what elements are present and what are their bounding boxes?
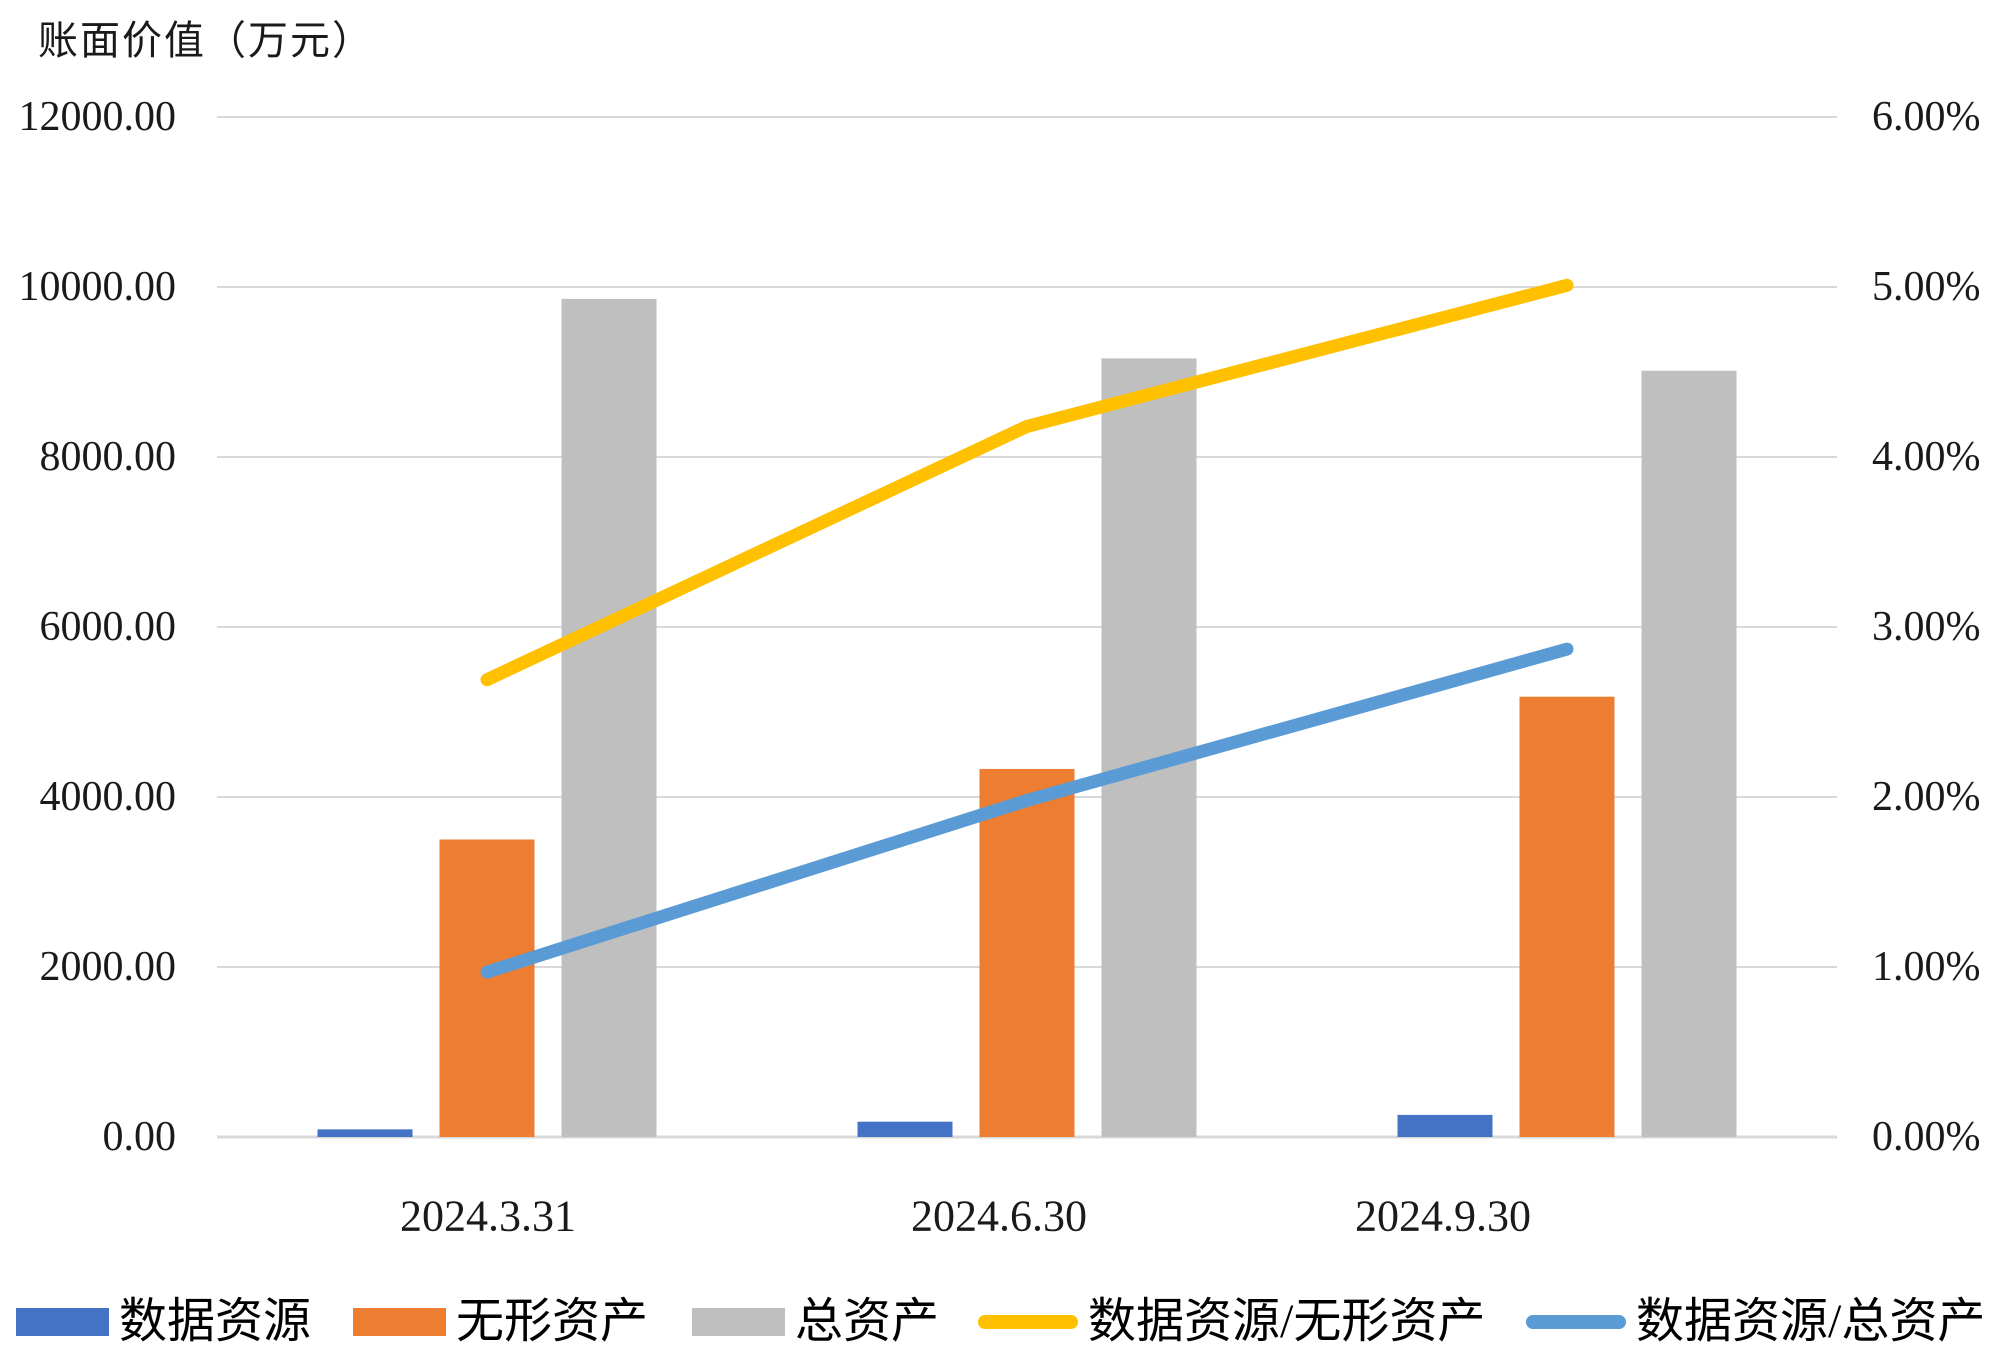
right-axis-tick: 0.00%	[1872, 1114, 1981, 1160]
bar-series-1	[439, 696, 1615, 1137]
right-axis-tick: 4.00%	[1872, 434, 1981, 480]
left-axis-tick: 2000.00	[40, 944, 177, 990]
bar	[979, 768, 1075, 1137]
bar	[561, 298, 657, 1137]
bar	[1641, 370, 1737, 1138]
bar	[439, 839, 535, 1137]
right-axis-tick: 1.00%	[1872, 944, 1981, 990]
bar	[1519, 696, 1615, 1137]
category-label: 2024.3.31	[400, 1192, 576, 1241]
category-axis: 2024.3.31 2024.6.30 2024.9.30	[400, 1192, 1531, 1241]
left-axis-tick: 4000.00	[40, 774, 177, 820]
right-axis-tick: 6.00%	[1872, 94, 1981, 140]
bar-series-2	[561, 298, 1737, 1138]
bar	[317, 1129, 413, 1137]
bar-series-0	[317, 1114, 1493, 1137]
left-axis-tick: 0.00	[103, 1114, 177, 1160]
line-series-1	[480, 642, 1574, 979]
category-label: 2024.6.30	[911, 1192, 1087, 1241]
left-axis-tick: 6000.00	[40, 604, 177, 650]
category-label: 2024.9.30	[1355, 1192, 1531, 1241]
left-axis-tick: 12000.00	[19, 94, 177, 140]
bar	[857, 1121, 953, 1137]
left-axis-tick: 8000.00	[40, 434, 177, 480]
left-axis-tick: 10000.00	[19, 264, 177, 310]
bar	[1101, 358, 1197, 1137]
left-axis-title: 账面价值（万元）	[38, 18, 374, 63]
bar	[1397, 1114, 1493, 1137]
right-axis-tick: 2.00%	[1872, 774, 1981, 820]
right-axis-tick: 3.00%	[1872, 604, 1981, 650]
line-series-0	[480, 278, 1574, 687]
right-axis-tick: 5.00%	[1872, 264, 1981, 310]
axis-labels: 12000.00 10000.00 8000.00 6000.00 4000.00 200…	[19, 94, 1981, 1160]
